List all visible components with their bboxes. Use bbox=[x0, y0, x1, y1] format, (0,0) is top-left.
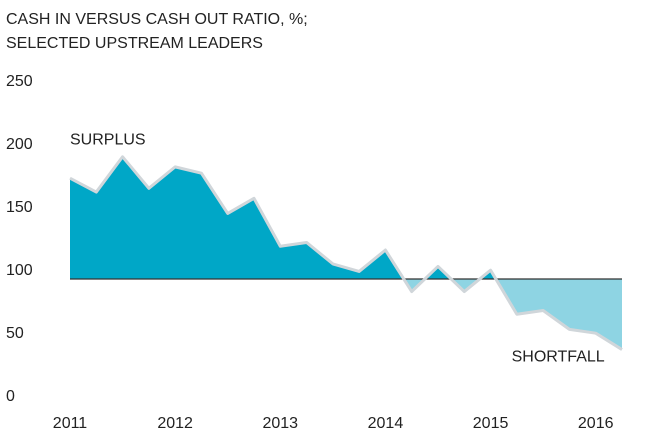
x-tick-label: 2016 bbox=[578, 415, 614, 432]
y-tick-label: 100 bbox=[6, 262, 33, 279]
area-below bbox=[70, 279, 622, 350]
y-tick-label: 250 bbox=[6, 73, 33, 90]
chart-title: SELECTED UPSTREAM LEADERS bbox=[6, 35, 263, 52]
line bbox=[69, 155, 623, 351]
y-tick-label: 0 bbox=[6, 388, 15, 405]
x-tick-label: 2012 bbox=[157, 415, 193, 432]
chart-title: CASH IN VERSUS CASH OUT RATIO, %; bbox=[6, 11, 308, 28]
x-tick-label: 2015 bbox=[473, 415, 509, 432]
x-tick-label: 2011 bbox=[53, 415, 88, 432]
y-tick-label: 200 bbox=[6, 136, 33, 153]
annotation: SHORTFALL bbox=[512, 348, 605, 365]
x-tick-label: 2013 bbox=[262, 415, 298, 432]
area-above bbox=[70, 156, 622, 279]
y-tick-label: 50 bbox=[6, 325, 24, 342]
annotation: SURPLUS bbox=[70, 132, 146, 149]
x-tick-label: 2014 bbox=[368, 415, 404, 432]
y-tick-label: 150 bbox=[6, 199, 33, 216]
